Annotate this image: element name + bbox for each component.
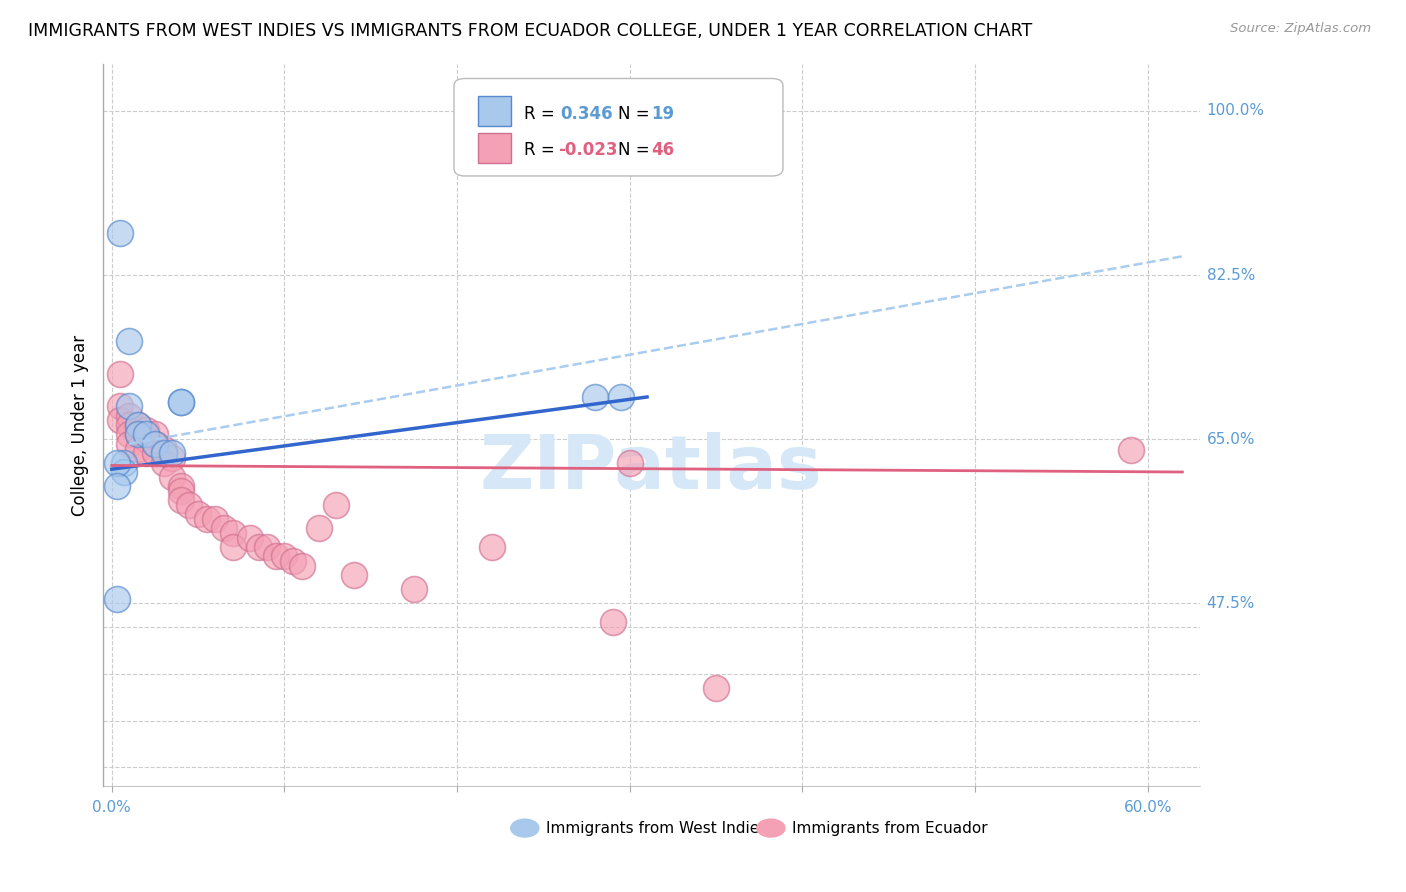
Point [143,446,166,460]
Point [112,465,135,479]
Point [187,507,209,521]
Text: 47.5%: 47.5% [1206,596,1256,611]
Point [221,525,243,540]
Point [204,512,226,526]
Point [105,456,128,470]
Text: 60.0%: 60.0% [1123,800,1173,815]
Point [583,390,606,404]
Y-axis label: College, Under 1 year: College, Under 1 year [72,334,89,516]
Point [160,446,183,460]
Point [143,437,166,451]
Point [110,226,132,240]
Point [291,558,314,573]
Point [112,456,135,470]
Point [143,427,166,442]
Point [118,437,141,451]
Point [127,418,149,433]
Text: IMMIGRANTS FROM WEST INDIES VS IMMIGRANTS FROM ECUADOR COLLEGE, UNDER 1 YEAR COR: IMMIGRANTS FROM WEST INDIES VS IMMIGRANT… [28,22,1032,40]
Point [619,456,641,470]
Text: ZIPatlas: ZIPatlas [479,432,823,505]
Point [610,390,633,404]
Text: Immigrants from Ecuador: Immigrants from Ecuador [792,821,987,836]
Point [704,681,727,695]
Point [221,540,243,554]
Point [143,437,166,451]
FancyBboxPatch shape [478,96,510,127]
Point [110,413,132,427]
Text: 0.0%: 0.0% [93,800,131,815]
Point [170,493,193,508]
Point [118,418,141,433]
Point [481,540,503,554]
Point [160,469,183,483]
Point [110,367,132,381]
Point [152,446,174,460]
Point [308,521,330,535]
Text: 46: 46 [651,141,675,159]
Text: Immigrants from West Indies: Immigrants from West Indies [546,821,768,836]
FancyBboxPatch shape [478,133,510,163]
Point [127,418,149,433]
Point [273,549,295,564]
Point [179,498,201,512]
Text: -0.023: -0.023 [558,141,617,159]
Point [135,427,157,442]
Point [195,512,218,526]
Point [170,483,193,498]
Point [281,554,304,568]
Text: 65.0%: 65.0% [1206,432,1256,447]
Point [602,615,624,629]
Point [264,549,287,564]
Point [170,394,193,409]
Point [118,334,141,348]
Point [170,479,193,493]
Text: 0.346: 0.346 [561,104,613,123]
Point [127,442,149,456]
Point [212,521,235,535]
Point [239,531,262,545]
Point [256,540,278,554]
Point [118,427,141,442]
Point [152,442,174,456]
Point [118,409,141,423]
Point [127,427,149,442]
Point [105,479,128,493]
Point [325,498,347,512]
Point [402,582,425,597]
Point [160,450,183,465]
Text: R =: R = [524,104,565,123]
FancyBboxPatch shape [454,78,783,176]
Point [152,456,174,470]
Point [342,568,364,582]
Text: 19: 19 [651,104,675,123]
Text: N =: N = [619,141,655,159]
Point [135,432,157,446]
Point [127,427,149,442]
Text: Source: ZipAtlas.com: Source: ZipAtlas.com [1230,22,1371,36]
Point [105,591,128,606]
Point [135,446,157,460]
Point [118,400,141,414]
Point [110,400,132,414]
Text: 100.0%: 100.0% [1206,103,1264,119]
Point [247,540,270,554]
Point [1119,443,1142,458]
Text: N =: N = [619,104,655,123]
Text: R =: R = [524,141,560,159]
Text: 82.5%: 82.5% [1206,268,1256,283]
Point [135,423,157,437]
Point [170,394,193,409]
